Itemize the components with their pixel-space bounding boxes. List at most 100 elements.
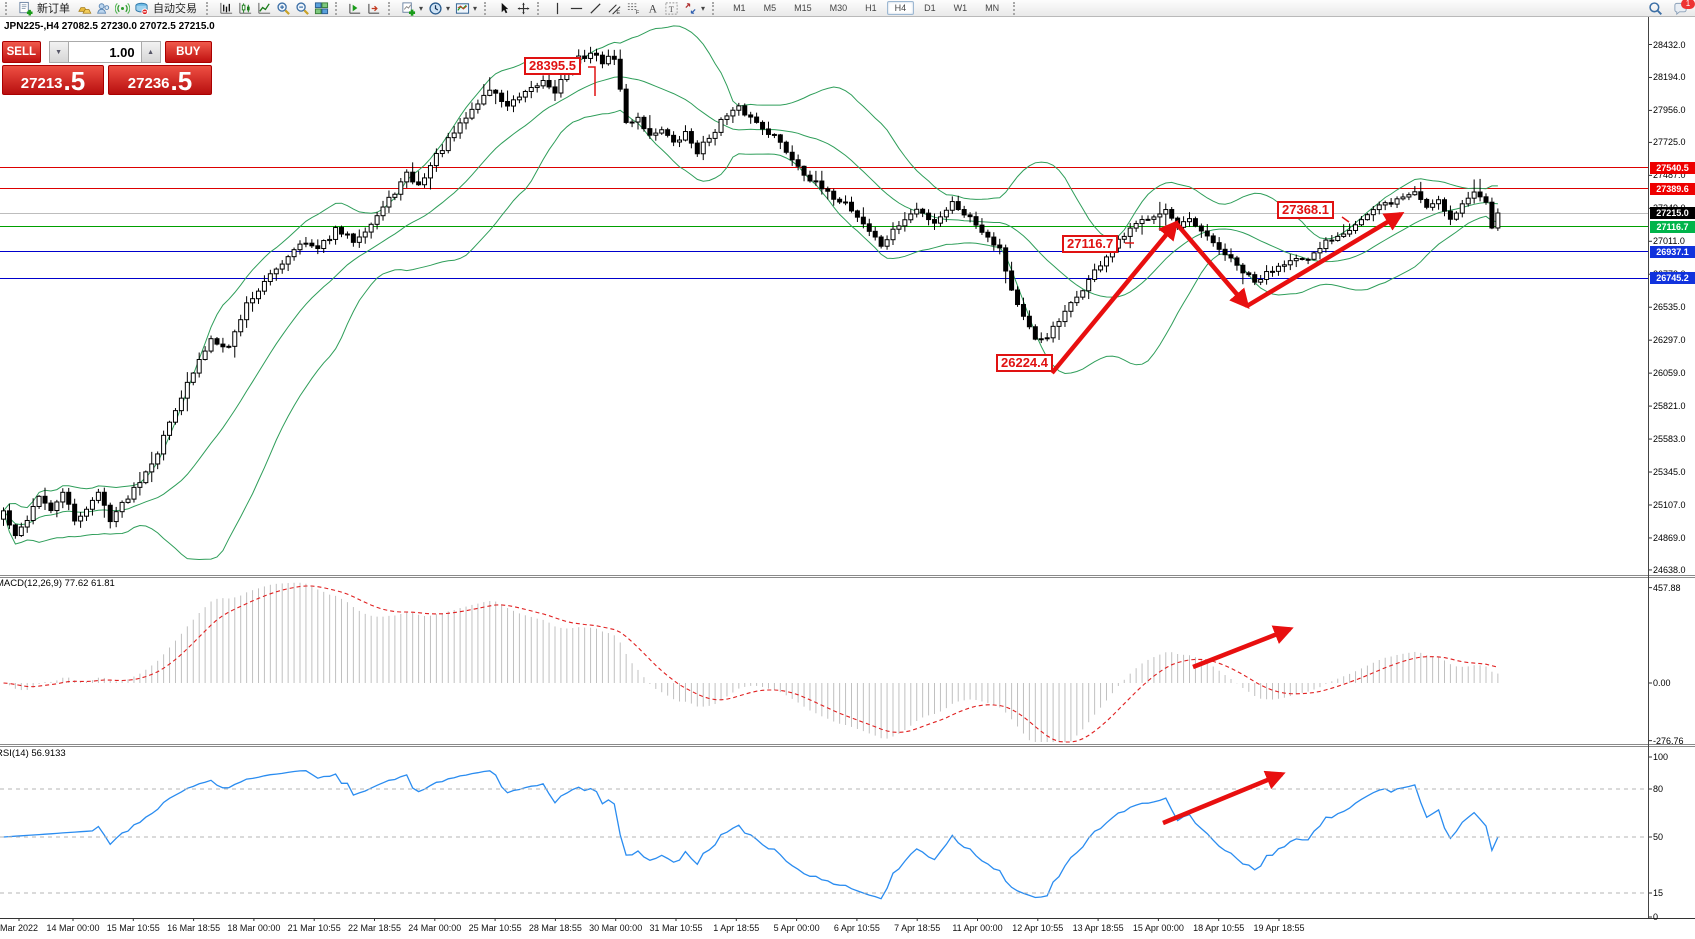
line-chart-icon[interactable] [256,1,273,16]
volume-decrease-button[interactable]: ▼ [48,41,69,63]
label-icon[interactable]: T [663,1,680,16]
timeframe-button-w1[interactable]: W1 [953,3,968,13]
arrows-shapes-icon[interactable] [682,1,699,16]
timeframe-button-d1[interactable]: D1 [924,3,936,13]
tile-windows-icon[interactable] [313,1,330,16]
date-label: 24 Mar 00:00 [408,923,462,933]
date-label: 16 Mar 18:55 [167,923,221,933]
horizontal-level-line[interactable] [0,167,1648,168]
toolbar-grip[interactable] [537,1,544,15]
toolbar-grip[interactable] [5,1,12,15]
notifications-icon[interactable]: 1 [1672,0,1695,16]
price-axis-line[interactable] [1648,17,1649,918]
price-tick-label: 24869.0 [1653,532,1686,543]
svg-text:F: F [636,10,640,16]
chart-window[interactable]: JPN225-,H4 27082.5 27230.0 27072.5 27215… [0,17,1695,939]
arrows-shapes-caret[interactable]: ▾ [701,3,706,13]
timeframe-button-m30[interactable]: M30 [829,3,848,13]
rsi-scale-label: 15 [1653,888,1664,898]
fibonacci-icon[interactable]: F [625,1,642,16]
candlestick-chart-icon[interactable] [237,1,254,16]
template-icon[interactable] [454,1,471,16]
search-icon[interactable] [1647,1,1664,16]
date-label: 1 Apr 18:55 [713,923,760,933]
channel-icon[interactable]: E [606,1,623,16]
add-indicator-caret[interactable]: ▾ [419,3,424,13]
toolbar-grip[interactable] [206,1,213,15]
price-tick-label: 28194.0 [1653,72,1686,83]
buy-button[interactable]: BUY [164,41,212,63]
volume-input[interactable]: 1.00 [68,41,141,63]
timeframe-clock-icon[interactable] [427,1,444,16]
date-label: 13 Apr 18:55 [1072,923,1124,933]
timeframe-clock-caret[interactable]: ▾ [446,3,451,13]
svg-text:E: E [616,10,620,16]
autotrade-label[interactable]: 自动交易 [153,3,197,15]
timeframe-button-mn[interactable]: MN [985,3,1000,13]
date-label: 15 Mar 10:55 [106,923,160,933]
step-into-icon[interactable] [366,1,383,16]
price-annotation: 27116.7 [1062,235,1119,253]
current-price-line[interactable] [0,213,1648,214]
timeframe-button-m5[interactable]: M5 [763,3,777,13]
bar-chart-icon[interactable] [218,1,235,16]
annotation-arrows[interactable] [588,66,1405,826]
toolbar-grip[interactable] [1013,1,1020,15]
date-label: 25 Mar 10:55 [468,923,522,933]
toolbar-grip[interactable] [335,1,342,15]
date-label: 31 Mar 10:55 [649,923,703,933]
rsi-scale-label: 50 [1653,832,1664,842]
zoom-out-icon[interactable] [294,1,311,16]
toolbar: 新订单 自动交易 ▾ ▾ ▾ E F A T ▾ M1 M5 M15 M30 H1 H4 D… [0,0,1695,17]
horizontal-level-line[interactable] [0,188,1648,189]
toolbar-grip[interactable] [712,1,719,15]
macd-label: MACD(12,26,9) 77.62 61.81 [0,578,115,589]
timeframe-button-m1[interactable]: M1 [733,3,746,13]
timeframe-button-m15[interactable]: M15 [794,3,812,13]
macd-pane-separator[interactable] [0,575,1695,578]
svg-text:A: A [649,3,658,15]
date-label: 15 Apr 00:00 [1132,923,1184,933]
sell-price[interactable]: 27213 .5 [2,65,104,95]
price-tick-label: 25345.0 [1653,467,1686,478]
timeframe-button-h4[interactable]: H4 [886,1,915,15]
signals-icon[interactable] [114,1,131,16]
horizontal-level-line[interactable] [0,251,1648,252]
horizontal-line-icon[interactable] [568,1,585,16]
gold-icon[interactable] [76,1,93,16]
timeframe-button-h1[interactable]: H1 [865,3,877,13]
text-icon[interactable]: A [644,1,661,16]
buy-price-main: 27236 [127,75,170,92]
zoom-in-icon[interactable] [275,1,292,16]
price-tick-label: 27725.0 [1653,137,1686,148]
crosshair-icon[interactable] [515,1,532,16]
cursor-icon[interactable] [496,1,513,16]
step-forward-icon[interactable] [347,1,364,16]
template-caret[interactable]: ▾ [473,3,478,13]
macd-plot [3,582,1499,743]
toolbar-grip[interactable] [388,1,395,15]
new-order-icon[interactable] [17,1,34,16]
toolbar-grip[interactable] [484,1,491,15]
timeframe-bar: M1 M5 M15 M30 H1 H4 D1 W1 MN [724,1,1008,15]
trendline-icon[interactable] [587,1,604,16]
date-label: Mar 2022 [0,923,39,933]
macd-scale-label: 0.00 [1653,678,1671,688]
chart-canvas[interactable] [0,17,1695,939]
horizontal-level-line[interactable] [0,226,1648,227]
volume-increase-button[interactable]: ▲ [140,41,161,63]
rsi-pane-separator[interactable] [0,744,1695,747]
buy-price[interactable]: 27236 .5 [108,65,212,95]
contacts-icon[interactable] [95,1,112,16]
sell-button[interactable]: SELL [2,41,41,63]
vertical-line-icon[interactable] [549,1,566,16]
new-order-label[interactable]: 新订单 [37,3,70,15]
autotrade-icon[interactable] [133,1,150,16]
sell-price-main: 27213 [20,75,63,92]
rsi-label: RSI(14) 56.9133 [0,748,66,759]
symbol-ohlc-label: JPN225-,H4 27082.5 27230.0 27072.5 27215… [4,21,215,32]
price-annotation: 28395.5 [524,57,581,75]
horizontal-level-line[interactable] [0,278,1648,279]
add-indicator-icon[interactable] [400,1,417,16]
price-tick-label: 27487.0 [1653,170,1686,181]
